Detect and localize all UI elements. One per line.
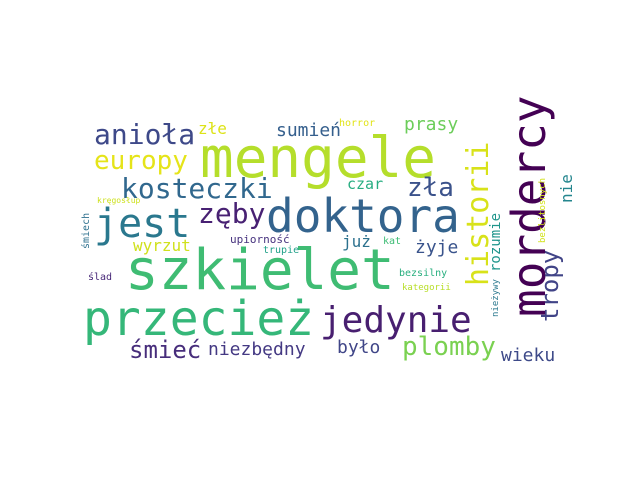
word-jest: jest xyxy=(94,201,191,247)
word-kat: kat xyxy=(383,236,402,247)
word-upiornosc: upiorność xyxy=(230,233,290,246)
word-wieku: wieku xyxy=(501,345,556,366)
word-zyje: żyje xyxy=(415,237,459,258)
word-wyrzut: wyrzut xyxy=(133,236,191,255)
word-czar: czar xyxy=(347,175,384,193)
word-niezywy: nieżywy xyxy=(491,279,501,317)
word-niezbedny: niezbędny xyxy=(208,339,306,360)
word-jedynie: jedynie xyxy=(320,300,472,341)
word-plomby: plomby xyxy=(402,332,496,362)
word-szkielet: szkielet xyxy=(125,238,395,303)
word-bezsilny: bezsilny xyxy=(399,268,448,279)
word-prasy: prasy xyxy=(404,114,459,135)
word-mengele: mengele xyxy=(200,126,437,191)
word-bylo: było xyxy=(337,337,381,358)
word-przeciez: przecież xyxy=(83,291,315,347)
word-tropy: tropy xyxy=(536,249,564,322)
word-rozumie: rozumie xyxy=(488,212,504,272)
word-trupie: trupie xyxy=(263,245,300,256)
word-smiech: śmiech xyxy=(81,212,92,249)
word-cloud: mengele szkielet doktora przecież jedyni… xyxy=(80,95,576,369)
word-juz: już xyxy=(342,232,371,251)
word-doktora: doktora xyxy=(266,189,460,243)
word-europy: europy xyxy=(94,146,188,176)
word-nie: nie xyxy=(557,174,576,203)
word-zle: złe xyxy=(198,119,227,138)
word-aniola: anioła xyxy=(94,118,196,151)
word-kregoslup: kręgosłup xyxy=(97,196,141,205)
word-sumien: sumień xyxy=(276,120,342,141)
word-zeby: zęby xyxy=(198,197,266,230)
word-slad: ślad xyxy=(88,272,113,283)
word-bezlitosnych: bezlitosnych xyxy=(538,177,548,243)
word-kosteczki: kosteczki xyxy=(121,172,273,205)
word-horror: horror xyxy=(339,118,376,129)
word-smiec: śmieć xyxy=(129,336,202,364)
word-zla: zła xyxy=(407,173,454,203)
word-kategorii: kategorii xyxy=(402,283,451,293)
